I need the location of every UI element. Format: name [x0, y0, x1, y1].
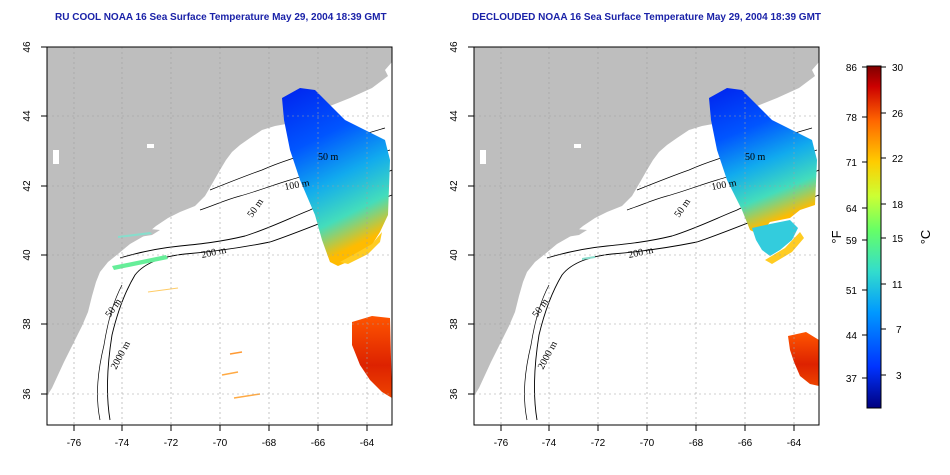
right-x-tick-label: -72	[591, 438, 606, 449]
left-sst-warm-patch	[352, 316, 392, 398]
right-y-tick-label: 46	[449, 41, 460, 53]
right-land	[474, 47, 819, 396]
left-sst-strip	[112, 255, 168, 270]
colorbar-c-label: 22	[892, 154, 904, 165]
left-lake	[53, 150, 59, 164]
right-lake	[480, 150, 486, 164]
colorbar-f-label: 51	[846, 286, 858, 297]
colorbar-f-label: 37	[846, 374, 858, 385]
right-y-tick-label: 40	[449, 249, 460, 261]
left-x-axis	[73, 425, 368, 431]
right-long-island	[545, 229, 587, 240]
right-y-tick-label: 36	[449, 388, 460, 400]
left-x-tick-label: -76	[67, 438, 82, 449]
left-y-tick-label: 42	[22, 180, 33, 192]
left-x-tick-label: -68	[262, 438, 277, 449]
right-contour-shelf	[524, 284, 550, 421]
colorbar-c-label: 15	[892, 234, 904, 245]
colorbar-c-label: 3	[896, 371, 902, 382]
right-x-tick-label: -70	[640, 438, 655, 449]
left-sst-streak	[221, 371, 239, 376]
colorbar-f-label: 64	[846, 204, 858, 215]
right-x-tick-label: -66	[738, 438, 753, 449]
colorbar-c-label: 26	[892, 109, 904, 120]
right-grid	[474, 47, 819, 425]
right-x-tick-label: -64	[787, 438, 802, 449]
right-sst-coastal	[752, 220, 798, 256]
left-sst-streak	[147, 287, 179, 293]
right-contour-label: 50 m	[745, 152, 766, 163]
colorbar-f-label: 86	[846, 63, 858, 74]
colorbar-c-label: 18	[892, 200, 904, 211]
left-x-tick-label: -72	[164, 438, 179, 449]
right-y-axis	[468, 46, 474, 395]
left-contour-label: 200 m	[200, 245, 227, 261]
left-y-tick-label: 38	[22, 318, 33, 330]
left-contour-label: 100 m	[284, 178, 311, 193]
right-x-tick-label: -68	[689, 438, 704, 449]
right-sst-swath	[709, 88, 817, 235]
left-sst-warm-edge	[340, 232, 382, 264]
left-grid	[47, 47, 392, 425]
right-x-tick-label: -76	[494, 438, 509, 449]
left-map-panel: 50 m 100 m 50 m 200 m 50 m 2000 m -76 -7…	[22, 41, 393, 449]
right-map-panel: 50 m 100 m 50 m 200 m 50 m 2000 m -76 -7…	[449, 41, 820, 449]
left-map-title: RU COOL NOAA 16 Sea Surface Temperature …	[55, 12, 387, 23]
right-contour-label: 200 m	[627, 245, 654, 261]
right-y-tick-label: 38	[449, 318, 460, 330]
colorbar-f-label: 44	[846, 331, 858, 342]
left-contour-shelf	[97, 284, 123, 421]
left-y-tick-label: 40	[22, 249, 33, 261]
left-x-tick-label: -74	[115, 438, 130, 449]
right-x-tick-label: -74	[542, 438, 557, 449]
colorbar-c-ticks	[881, 66, 886, 376]
colorbar-c-label: 30	[892, 63, 904, 74]
right-map-title: DECLOUDED NOAA 16 Sea Surface Temperatur…	[472, 12, 822, 23]
left-y-axis	[41, 46, 47, 395]
left-sst-streak	[229, 351, 243, 355]
right-lake	[574, 144, 581, 148]
colorbar-c-label: 11	[892, 280, 903, 291]
left-sst-strip	[118, 232, 152, 238]
right-y-tick-label: 42	[449, 180, 460, 192]
right-contour-label: 100 m	[711, 178, 738, 193]
right-sst-warm-edge	[765, 232, 804, 264]
colorbar-f-label: 59	[846, 236, 858, 247]
colorbar-f-label: 78	[846, 113, 858, 124]
left-x-tick-label: -70	[213, 438, 228, 449]
left-land	[47, 47, 392, 396]
colorbar-c-label: 7	[896, 325, 902, 336]
left-contour-label: 50 m	[318, 152, 339, 163]
left-nova-scotia	[318, 68, 388, 106]
left-y-tick-label: 46	[22, 41, 33, 53]
colorbar-gradient	[866, 65, 882, 409]
left-y-tick-label: 44	[22, 110, 33, 122]
left-sst-swath	[282, 88, 390, 266]
left-x-tick-label: -66	[311, 438, 326, 449]
right-sst-warm-patch	[788, 332, 819, 386]
left-y-tick-label: 36	[22, 388, 33, 400]
colorbar-fahrenheit-unit: °F	[829, 230, 844, 243]
colorbar-f-label: 71	[846, 158, 858, 169]
colorbar: 86 78 71 64 59 51 44 37 30 26 22 18 15 1…	[829, 63, 933, 409]
right-y-tick-label: 44	[449, 110, 460, 122]
left-lake	[147, 144, 154, 148]
colorbar-celsius-unit: °C	[918, 230, 933, 245]
right-x-axis	[500, 425, 795, 431]
right-nova-scotia	[745, 68, 815, 106]
left-sst-streak	[233, 393, 261, 399]
left-x-tick-label: -64	[360, 438, 375, 449]
colorbar-f-ticks	[862, 66, 867, 379]
right-sst-strip	[582, 256, 595, 260]
